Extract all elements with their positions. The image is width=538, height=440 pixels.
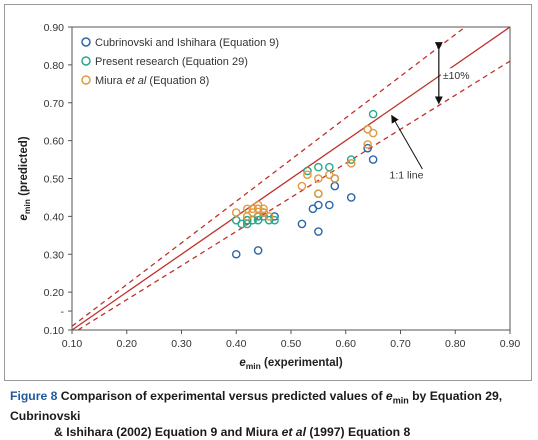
legend-label-3: Miura et al (Equation 8) xyxy=(95,75,209,87)
data-point-s2-9 xyxy=(264,215,274,225)
data-point-s3-11 xyxy=(303,170,312,180)
data-point-s1-2 xyxy=(253,246,263,255)
caption-text-4: (1997) Equation 8 xyxy=(305,425,411,440)
data-point-s3-9 xyxy=(264,212,274,221)
caption-text-3: & Ishihara (2002) Equation 9 and Miura xyxy=(54,425,282,440)
x-tick-label-2: 0.20 xyxy=(117,338,138,350)
caption-text-1: Comparison of experimental versus predic… xyxy=(57,389,386,403)
data-point-s2-4 xyxy=(242,215,252,225)
legend-label-2: Present research (Equation 29) xyxy=(95,56,248,68)
x-tick-label-5: 0.50 xyxy=(281,338,302,350)
data-point-s1-10 xyxy=(363,143,372,153)
data-point-s2-16 xyxy=(346,155,356,164)
y-tick-label-5: 0.40 xyxy=(44,211,65,223)
one-to-one-arrow xyxy=(391,114,423,170)
data-point-s3-15 xyxy=(330,174,340,183)
y-tick-label-7: 0.60 xyxy=(44,136,65,148)
y-tick-label-3: 0.20 xyxy=(44,287,65,299)
y-tick-label-9: 0.80 xyxy=(44,60,65,72)
caption-text-2: by Equation 29, Cubrinovski xyxy=(10,389,503,424)
y-tick-label-2: - xyxy=(61,306,65,318)
x-tick-label-9: 0.90 xyxy=(500,338,521,350)
legend: Cubrinovski and Ishihara (Equation 9) Pre… xyxy=(81,37,279,87)
y-axis-ticks: 0.10 - 0.20 0.30 0.40 0.50 0.60 0.70 0.80 0.90 xyxy=(44,22,72,337)
lower-10pct-line xyxy=(77,60,510,330)
y-tick-label-8: 0.70 xyxy=(44,98,65,110)
x-axis-ticks: 0.10 0.20 0.30 0.40 0.50 0.60 0.70 0.80 0.90 xyxy=(62,330,521,350)
x-tick-label-7: 0.70 xyxy=(390,338,411,350)
data-point-s1-8 xyxy=(330,181,340,191)
data-point-s1-6 xyxy=(314,200,323,210)
data-point-s3-7 xyxy=(259,204,268,214)
x-tick-label-3: 0.30 xyxy=(171,338,192,350)
data-point-s3-12 xyxy=(314,189,323,198)
data-point-s2-14 xyxy=(325,162,334,172)
data-point-s1-1 xyxy=(231,249,241,259)
caption-emin: e xyxy=(385,389,393,403)
caption-line-2: & Ishihara (2002) Equation 9 and Miura e… xyxy=(10,424,534,440)
band-label-bg xyxy=(440,68,471,83)
figure-frame xyxy=(4,4,532,381)
data-point-s2-12 xyxy=(314,162,323,172)
one-to-one-label: 1:1 line xyxy=(390,170,424,182)
y-tick-label-1: 0.10 xyxy=(44,325,65,337)
data-point-s3-1 xyxy=(231,208,241,217)
data-point-s3-17 xyxy=(363,140,372,149)
data-point-s3-20 xyxy=(248,204,257,214)
annotations: ±10% 1:1 line xyxy=(390,42,471,182)
band-label: ±10% xyxy=(443,70,470,82)
figure-caption: Figure 8 Comparison of experimental vers… xyxy=(10,388,534,440)
data-point-s1-5 xyxy=(314,227,323,236)
caption-figure-number: Figure 8 xyxy=(10,389,58,403)
data-point-s1-7 xyxy=(325,200,334,210)
legend-label-1: Cubrinovski and Ishihara (Equation 9) xyxy=(95,37,279,49)
legend-marker-3 xyxy=(81,75,91,85)
y-tick-label-10: 0.90 xyxy=(44,22,65,34)
data-point-s3-13 xyxy=(314,174,323,183)
data-point-s1-11 xyxy=(368,155,378,164)
caption-text-3-italic: et al xyxy=(281,425,306,440)
legend-marker-2 xyxy=(81,56,91,66)
data-point-s3-10 xyxy=(297,181,307,191)
caption-emin-sub: min xyxy=(392,395,409,406)
data-point-s2-18 xyxy=(368,109,378,119)
data-point-s3-16 xyxy=(346,159,356,168)
x-axis-label: emin (experimental) xyxy=(239,357,343,371)
scatter-chart: 0.10 0.20 0.30 0.40 0.50 0.60 0.70 0.80 0.900.10… xyxy=(18,22,521,371)
data-point-s1-9 xyxy=(346,193,356,202)
y-axis-label: emin (predicted) xyxy=(18,136,32,220)
x-tick-label-1: 0.10 xyxy=(62,338,83,350)
data-point-s2-11 xyxy=(303,166,312,176)
data-point-s3-19 xyxy=(368,128,378,138)
x-tick-label-8: 0.80 xyxy=(445,338,466,350)
y-tick-label-4: 0.30 xyxy=(44,249,65,261)
x-tick-label-4: 0.40 xyxy=(226,338,247,350)
data-points xyxy=(231,109,378,259)
y-tick-label-6: 0.50 xyxy=(44,174,65,186)
upper-10pct-line xyxy=(72,27,466,327)
data-point-s1-3 xyxy=(297,219,307,229)
x-tick-label-6: 0.60 xyxy=(336,338,357,350)
legend-marker-1 xyxy=(81,37,91,47)
